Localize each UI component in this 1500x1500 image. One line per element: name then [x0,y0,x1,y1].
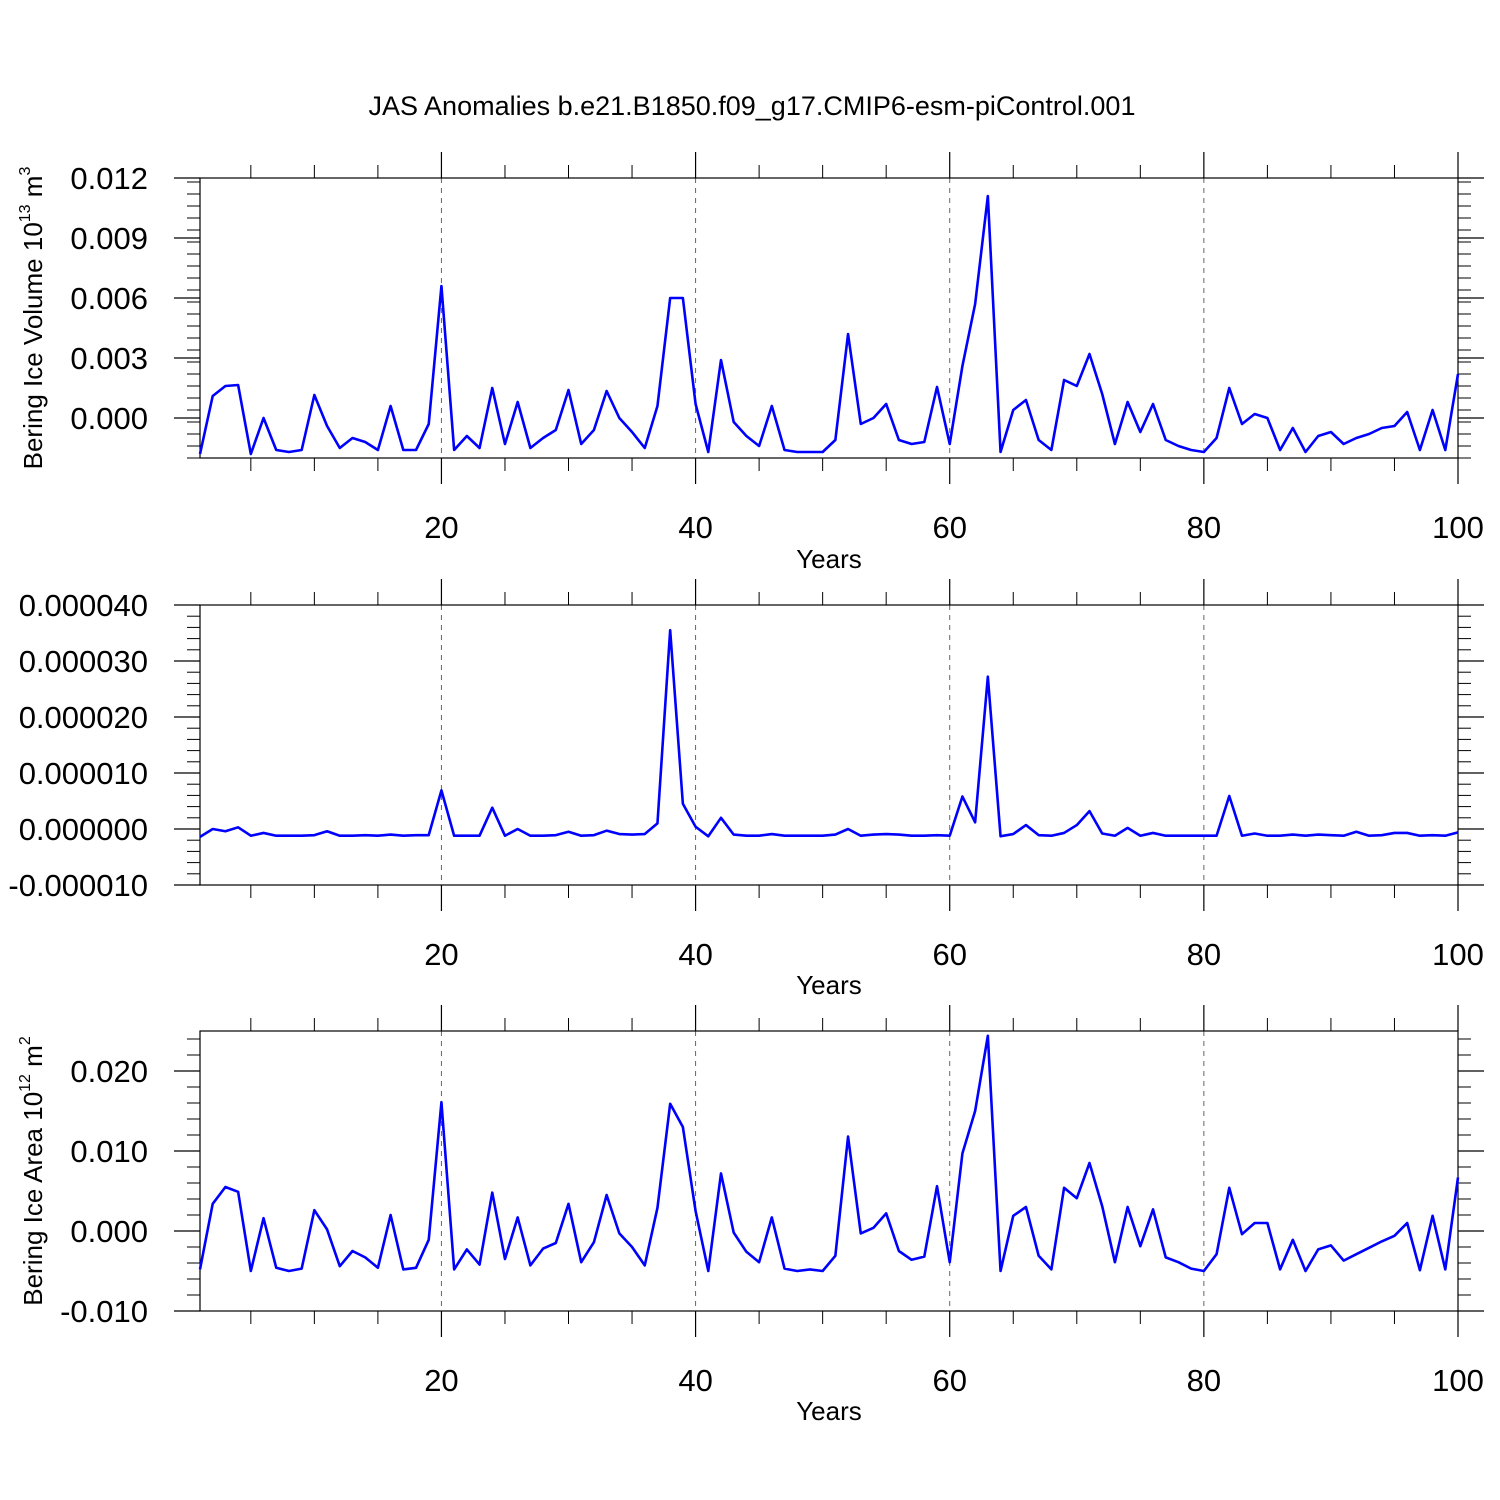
x-tick-label: 100 [1432,510,1484,545]
y-axis-label-unit: m [18,176,48,205]
y-tick-label: 0.000030 [19,644,148,679]
y-axis-label: Bering Ice Area 1012 m2 [17,1036,48,1306]
x-tick-label: 100 [1432,937,1484,972]
x-tick-label: 40 [678,1363,712,1398]
series-line [198,194,1460,456]
y-tick-label: 0.010 [70,1134,148,1169]
panel-1: 20 40 60 80 100 Years 0.012 0.009 0.006 0.003 0.00… [17,152,1484,574]
plot-frame [199,604,1459,886]
plot-frame [199,1030,1459,1312]
x-tick-label: 40 [678,937,712,972]
x-tick-label: 80 [1187,1363,1221,1398]
y-tick-label: 0.000020 [19,700,148,735]
x-tick-label: 20 [424,510,458,545]
x-tick-label: 20 [424,937,458,972]
y-tick-label: -0.010 [60,1294,148,1329]
y-axis-label-unit: m [18,1045,48,1074]
x-tick-label: 80 [1187,510,1221,545]
y-axis-label-text: Bering Ice Area 10 [18,1092,48,1306]
x-tick-label: 60 [932,1363,966,1398]
y-tick-label: 0.000000 [19,812,148,847]
y-tick-label: 0.009 [70,221,148,256]
x-axis-label: Years [796,1396,862,1426]
chart-title: JAS Anomalies b.e21.B1850.f09_g17.CMIP6-… [369,91,1136,121]
y-axis-label-unit-exponent: 2 [17,1036,34,1045]
plot-frame [199,177,1459,459]
y-tick-label: 0.006 [70,281,148,316]
y-tick-label: 0.003 [70,341,148,376]
x-tick-label: 60 [932,510,966,545]
x-tick-label: 20 [424,1363,458,1398]
x-tick-label: 60 [932,937,966,972]
panels: 20 40 60 80 100 Years 0.012 0.009 0.006 0.003 0.00… [8,152,1484,1426]
y-tick-label: 0.000010 [19,756,148,791]
panel-3: 20 40 60 80 100 Years 0.020 0.010 0.000 -0.010 Ber… [17,1005,1484,1426]
y-axis-label-exponent: 12 [17,1074,34,1092]
y-tick-label: 0.000 [70,1214,148,1249]
x-axis-label: Years [796,544,862,574]
y-tick-label: 0.020 [70,1054,148,1089]
x-axis-label: Years [796,970,862,1000]
y-tick-label: 0.012 [70,161,148,196]
y-axis-label: Bering Ice Volume 1013 m3 [17,167,48,470]
series-line [199,628,1459,838]
y-axis-label-exponent: 13 [17,204,34,222]
panel-2: 20 40 60 80 100 Years 0.000040 0.000030 0.000020… [8,579,1484,1000]
x-tick-label: 80 [1187,937,1221,972]
y-tick-label: -0.000010 [8,868,148,903]
x-tick-label: 100 [1432,1363,1484,1398]
y-tick-label: 0.000040 [19,588,148,623]
x-tick-label: 40 [678,510,712,545]
series-line [198,1034,1460,1273]
y-tick-label: 0.000 [70,401,148,436]
y-axis-label-text: Bering Ice Volume 10 [18,222,48,469]
y-axis-label-unit-exponent: 3 [17,167,34,176]
